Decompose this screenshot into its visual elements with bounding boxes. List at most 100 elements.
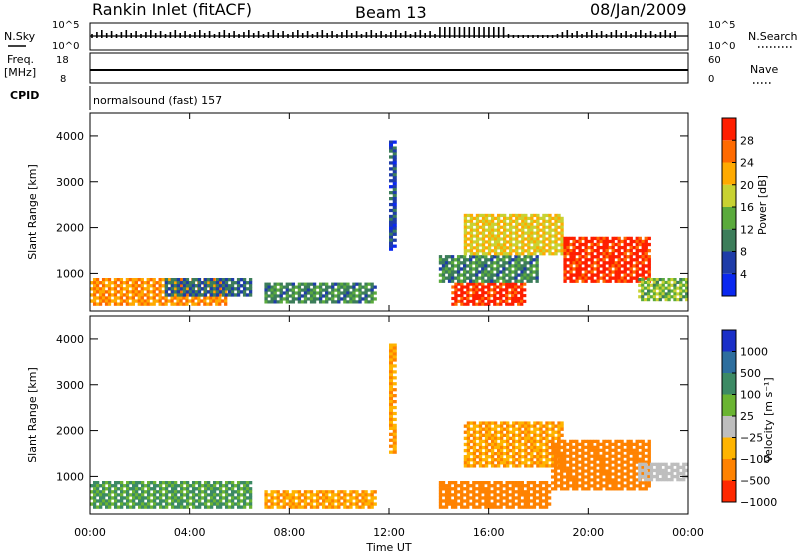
heatmap-cell: [632, 457, 636, 461]
heatmap-cell: [288, 294, 292, 298]
nsky-label: N.Sky: [4, 30, 36, 43]
heatmap-cell: [125, 505, 130, 509]
heatmap-cell: [352, 490, 356, 494]
heatmap-cell: [560, 445, 564, 449]
heatmap-cell: [297, 291, 302, 295]
heatmap-cell: [182, 499, 187, 503]
heatmap-cell: [553, 451, 558, 455]
heatmap-cell: [487, 427, 492, 431]
heatmap-cell: [623, 248, 627, 253]
heatmap-cell: [146, 302, 150, 306]
heatmap-cell: [328, 496, 332, 500]
heatmap-cell: [584, 439, 588, 444]
heatmap-cell: [475, 216, 480, 221]
heatmap-cell: [340, 502, 344, 506]
heatmap-cell: [539, 222, 543, 226]
heatmap-cell: [560, 484, 564, 488]
heatmap-cell: [551, 436, 555, 441]
heatmap-cell: [321, 499, 326, 503]
heatmap-cell: [438, 493, 443, 497]
heatmap-cell: [560, 249, 564, 253]
heatmap-cell: [472, 296, 476, 301]
heatmap-cell: [264, 291, 268, 295]
heatmap-cell: [563, 261, 567, 265]
heatmap-cell: [125, 302, 130, 306]
heatmap-cell: [102, 502, 106, 506]
heatmap-cell: [389, 217, 394, 222]
heatmap-cell: [514, 299, 518, 303]
heatmap-cell: [614, 445, 618, 449]
heatmap-cell: [279, 499, 283, 503]
heatmap-cell: [518, 222, 522, 226]
heatmap-cell: [511, 291, 515, 295]
heatmap-cell: [664, 477, 668, 482]
heatmap-cell: [134, 278, 138, 282]
colorbar-tick-label: 8: [740, 246, 747, 259]
heatmap-cell: [493, 464, 498, 468]
heatmap-cell: [493, 502, 497, 506]
heatmap-cell: [545, 237, 549, 241]
heatmap-cell: [152, 490, 157, 494]
heatmap-cell: [173, 293, 177, 297]
heatmap-cell: [303, 493, 308, 497]
heatmap-cell: [463, 225, 468, 229]
heatmap-cell: [462, 279, 467, 283]
heatmap-cell: [593, 469, 597, 473]
heatmap-cell: [230, 293, 235, 297]
heatmap-cell: [542, 430, 546, 434]
heatmap-cell: [312, 291, 317, 295]
heatmap-cell: [566, 239, 570, 244]
heatmap-cell: [566, 454, 570, 458]
heatmap-cell: [179, 505, 184, 509]
heatmap-cell: [490, 299, 494, 303]
heatmap-cell: [179, 302, 183, 306]
heatmap-cell: [453, 496, 458, 500]
heatmap-cell: [605, 481, 609, 485]
heatmap-cell: [658, 295, 662, 299]
heatmap-cell: [95, 284, 100, 288]
heatmap-cell: [560, 460, 564, 464]
heatmap-cell: [542, 216, 546, 221]
heatmap-cell: [267, 300, 271, 304]
heatmap-cell: [614, 472, 618, 476]
heatmap-cell: [569, 261, 573, 265]
heatmap-cell: [632, 478, 636, 482]
heatmap-cell: [487, 282, 491, 286]
heatmap-cell: [460, 484, 464, 488]
heatmap-cell: [620, 239, 624, 244]
heatmap-cell: [185, 284, 190, 288]
heatmap-cell: [652, 295, 657, 299]
heatmap-cell: [614, 460, 618, 464]
heatmap-cell: [469, 252, 474, 256]
heatmap-cell: [218, 499, 223, 503]
heatmap-cell: [515, 439, 519, 444]
heatmap-cell: [352, 297, 356, 301]
heatmap-cell: [294, 291, 299, 295]
heatmap-cell: [188, 484, 193, 488]
heatmap-cell: [306, 291, 311, 295]
heatmap-cell: [337, 282, 341, 286]
heatmap-cell: [517, 291, 521, 295]
heatmap-cell: [104, 284, 109, 288]
heatmap-cell: [641, 286, 645, 290]
heatmap-cell: [176, 505, 181, 509]
heatmap-cell: [560, 237, 564, 241]
heatmap-cell: [389, 173, 394, 177]
heatmap-cell: [227, 293, 232, 297]
heatmap-cell: [218, 302, 222, 306]
heatmap-cell: [524, 222, 528, 226]
heatmap-cell: [511, 294, 515, 298]
heatmap-cell: [270, 493, 274, 497]
heatmap-cell: [553, 478, 558, 482]
heatmap-cell: [484, 455, 489, 459]
heatmap-cell: [515, 252, 519, 256]
heatmap-cell: [469, 219, 474, 223]
heatmap-cell: [611, 466, 615, 470]
heatmap-cell: [490, 279, 494, 283]
heatmap-cell: [334, 300, 338, 304]
heatmap-cell: [641, 457, 645, 461]
heatmap-cell: [285, 288, 289, 292]
heatmap-cell: [294, 297, 299, 301]
heatmap-cell: [349, 496, 353, 500]
heatmap-cell: [503, 213, 507, 218]
